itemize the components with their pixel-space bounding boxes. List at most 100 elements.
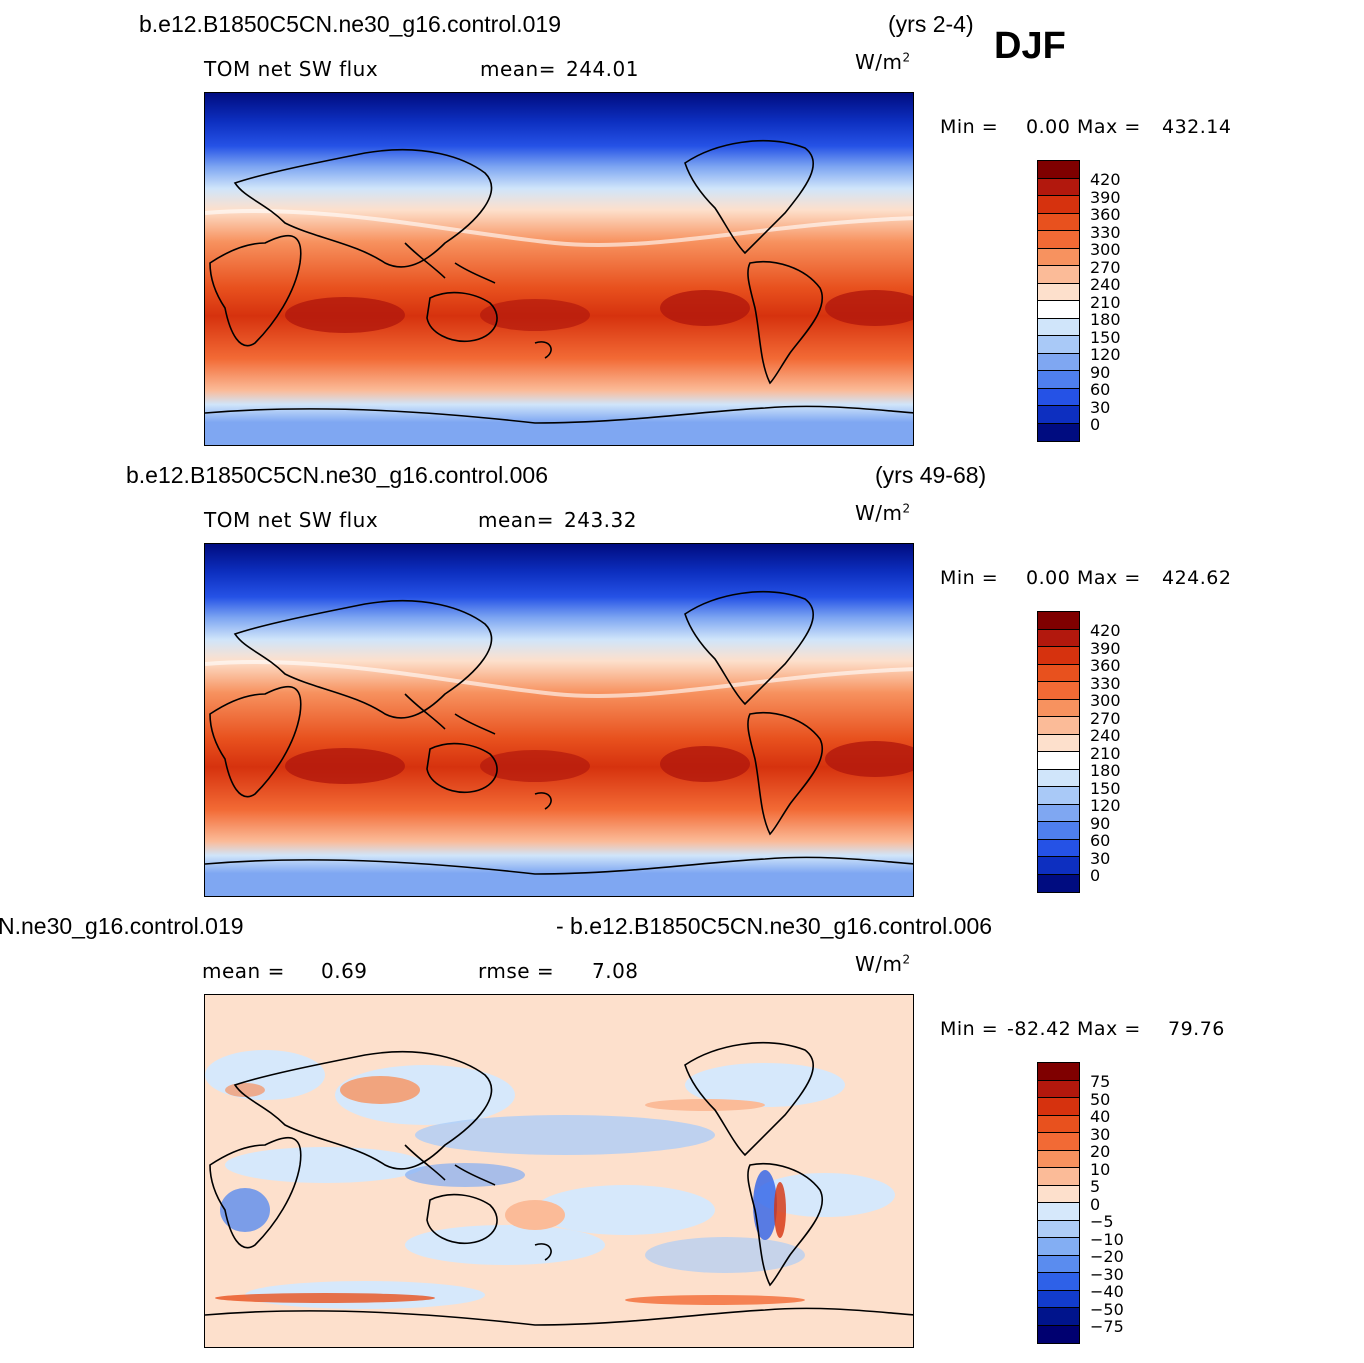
colorbar-swatch [1038,196,1079,214]
panel3-rmse-label: rmse = [478,959,555,983]
colorbar-tick-label: 390 [1090,187,1121,207]
colorbar-tick-label: 75 [1090,1072,1111,1091]
colorbar-tick-label: −50 [1090,1299,1124,1319]
colorbar-tick-label: 0 [1090,1194,1101,1214]
colorbar-swatch [1038,857,1079,875]
panel3-units-sup: 2 [902,952,911,967]
colorbar-tick-label: 120 [1090,345,1121,364]
colorbar-tick-label: 40 [1090,1107,1111,1126]
colorbar-tick-label: 330 [1090,222,1121,242]
colorbar-tick-label: 210 [1090,743,1121,763]
colorbar-swatch [1038,1080,1079,1098]
colorbar-tick-label: 30 [1090,848,1111,868]
colorbar-swatch [1038,717,1079,735]
panel2-units-sup: 2 [902,501,911,516]
panel1-colorbar [1037,160,1080,442]
colorbar-swatch [1038,1290,1079,1308]
colorbar-tick-label: −20 [1090,1247,1124,1266]
panel3-colorbar [1037,1062,1080,1344]
colorbar-swatch [1038,874,1079,892]
panel3-rmse-value: 7.08 [592,959,639,983]
panel1-min-value: 0.00 [1026,116,1071,138]
panel1-units-text: W/m [855,50,903,74]
panel2-years: (yrs 49-68) [875,462,987,488]
colorbar-tick-label: 270 [1090,257,1121,277]
panel2-min-label: Min = [940,567,999,589]
panel1-units: W/m2 [855,50,911,74]
colorbar-swatch [1038,682,1079,700]
panel1-map [204,92,914,446]
colorbar-swatch [1038,318,1079,336]
panel2-colorbar [1037,611,1080,893]
panel2-case-title: b.e12.B1850C5CN.ne30_g16.control.006 [126,462,548,488]
panel3-units-text: W/m [855,952,903,976]
colorbar-swatch [1038,1325,1079,1343]
colorbar-tick-label: 360 [1090,205,1121,224]
colorbar-swatch [1038,699,1079,717]
colorbar-swatch [1038,734,1079,752]
colorbar-tick-label: 420 [1090,621,1121,640]
colorbar-swatch [1038,1063,1079,1081]
colorbar-tick-label: 150 [1090,778,1121,798]
colorbar-swatch [1038,752,1079,770]
colorbar-swatch [1038,822,1079,840]
panel1-max-value: 432.14 [1162,116,1232,138]
colorbar-tick-label: 120 [1090,796,1121,815]
colorbar-swatch [1038,1115,1079,1133]
panel3-max-label: Max = [1077,1018,1141,1040]
colorbar-swatch [1038,1185,1079,1203]
panel2-max-label: Max = [1077,567,1141,589]
colorbar-tick-label: −10 [1090,1229,1124,1249]
colorbar-swatch [1038,283,1079,301]
colorbar-swatch [1038,787,1079,805]
panel1-mean-label: mean= [480,57,556,81]
colorbar-tick-label: 360 [1090,656,1121,675]
colorbar-swatch [1038,248,1079,266]
colorbar-tick-label: 20 [1090,1142,1111,1161]
colorbar-tick-label: 90 [1090,813,1111,833]
colorbar-swatch [1038,1098,1079,1116]
colorbar-tick-label: −40 [1090,1282,1124,1301]
colorbar-tick-label: 300 [1090,240,1121,259]
panel1-case-title: b.e12.B1850C5CN.ne30_g16.control.019 [139,11,561,37]
colorbar-tick-label: 150 [1090,327,1121,347]
colorbar-swatch [1038,629,1079,647]
colorbar-tick-label: 60 [1090,380,1111,399]
panel3-max-value: 79.76 [1168,1018,1225,1040]
colorbar-swatch [1038,213,1079,231]
colorbar-swatch [1038,1168,1079,1186]
colorbar-tick-label: 30 [1090,397,1111,417]
panel2-mean-value: 243.32 [564,508,637,532]
colorbar-swatch [1038,1255,1079,1273]
panel3-mean-label: mean = [202,959,285,983]
panel3-min-value: -82.42 [1007,1018,1072,1040]
colorbar-tick-label: −75 [1090,1317,1124,1336]
colorbar-tick-label: −5 [1090,1212,1114,1231]
colorbar-swatch [1038,1133,1079,1151]
panel3-mean-value: 0.69 [321,959,368,983]
colorbar-tick-label: 330 [1090,673,1121,693]
colorbar-tick-label: −30 [1090,1264,1124,1284]
colorbar-swatch [1038,1203,1079,1221]
colorbar-tick-label: 180 [1090,310,1121,329]
panel2-units-text: W/m [855,501,903,525]
colorbar-swatch [1038,178,1079,196]
colorbar-tick-label: 210 [1090,292,1121,312]
colorbar-tick-label: 0 [1090,866,1101,885]
panel3-case-title-right: - b.e12.B1850C5CN.ne30_g16.control.006 [556,913,993,939]
panel2-max-value: 424.62 [1162,567,1232,589]
colorbar-tick-label: 10 [1090,1159,1111,1179]
colorbar-swatch [1038,1238,1079,1256]
panel1-years: (yrs 2-4) [888,11,974,37]
colorbar-swatch [1038,388,1079,406]
panel2-variable: TOM net SW flux [204,508,379,532]
panel3-units: W/m2 [855,952,911,976]
colorbar-swatch [1038,839,1079,857]
colorbar-tick-label: 5 [1090,1177,1101,1196]
colorbar-swatch [1038,301,1079,319]
colorbar-tick-label: 0 [1090,415,1101,434]
colorbar-tick-label: 420 [1090,170,1121,189]
colorbar-swatch [1038,161,1079,179]
panel3-min-label: Min = [940,1018,999,1040]
panel3-map [204,994,914,1348]
